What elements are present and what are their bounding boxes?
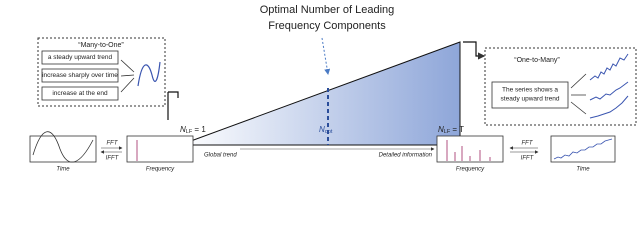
item-box (41, 86, 119, 101)
series-line (589, 53, 629, 81)
series-line (589, 95, 629, 119)
ifft-label: IFFT (521, 156, 535, 162)
title-line: Optimal Number of Leading (260, 4, 395, 16)
wave (137, 61, 161, 87)
time-label: Time (56, 167, 70, 173)
right-box (484, 47, 637, 126)
diverge-arrows (570, 73, 587, 115)
fft-label: FFT (107, 141, 119, 147)
detailed-information: Detailed information (379, 153, 433, 159)
diagram: Optimal Number of Leading Frequency Comp… (29, 4, 637, 173)
marker-label: Nopt (319, 125, 333, 135)
item: increase at the end (52, 90, 108, 97)
converge-arrows (120, 59, 135, 93)
series-line (589, 81, 629, 101)
connector (463, 41, 486, 60)
left-box (37, 37, 166, 107)
global-trend: Global trend (204, 153, 237, 159)
spikes (446, 140, 491, 161)
pointer (321, 37, 331, 75)
ifft-label: IFFT (106, 156, 120, 162)
title-line: Frequency Components (268, 20, 386, 32)
frequency-box (126, 135, 194, 163)
marker-label: NLF = 1 (180, 125, 206, 135)
connector (168, 91, 179, 98)
marker-label: NLF = T (438, 125, 464, 135)
right-box-title: “One-to-Many” (514, 57, 560, 64)
time-label: Time (576, 167, 590, 173)
text-box (491, 81, 569, 109)
right-box-text: steady upward trend (501, 96, 560, 103)
right-box-text: The series shows a (502, 87, 558, 94)
triangle (179, 41, 461, 146)
frequency-label: Frequency (146, 167, 175, 173)
sine (32, 131, 94, 163)
time-box (29, 135, 97, 163)
trend-series (553, 138, 613, 160)
left-items: a steady upward trend increase sharply o… (41, 50, 119, 101)
item-box (41, 68, 119, 83)
item-box (41, 50, 119, 65)
left-box-title: “Many-to-One” (78, 42, 124, 49)
frequency-label: Frequency (456, 167, 485, 173)
item: increase sharply over time (42, 72, 118, 79)
fft-label: FFT (522, 141, 534, 147)
item: a steady upward trend (48, 54, 113, 61)
